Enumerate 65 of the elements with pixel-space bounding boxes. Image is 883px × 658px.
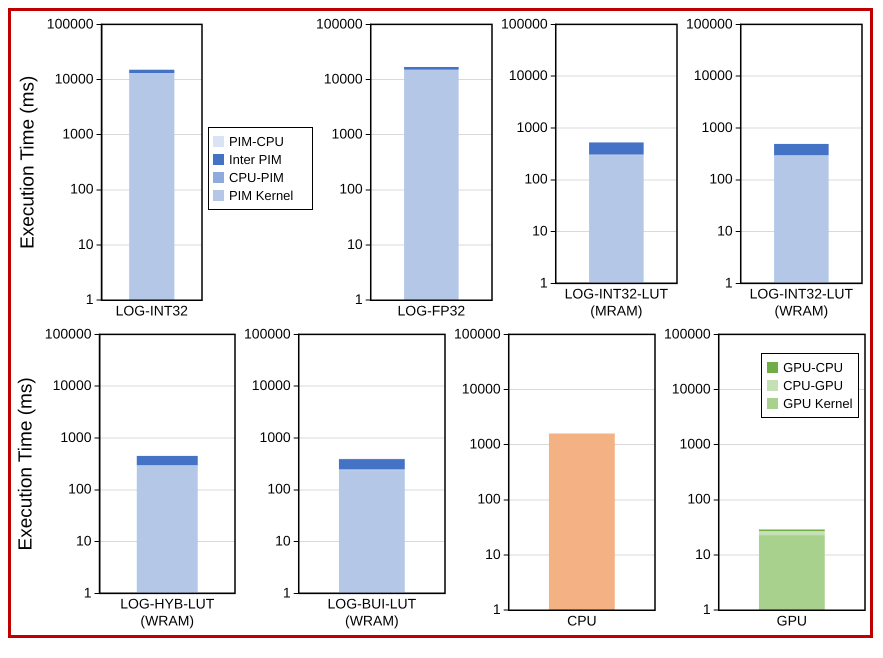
y-tick-label: 100000: [244, 325, 290, 342]
y-tick-label: 10000: [54, 70, 94, 86]
y-tick-label: 1000: [60, 428, 92, 445]
legend-label: GPU Kernel: [783, 396, 852, 411]
y-tick-label: 1000: [516, 118, 548, 135]
y-tick-label: 10: [694, 546, 710, 562]
y-tick-label: 10: [717, 222, 733, 238]
y-tick-label: 10000: [508, 67, 548, 84]
x-tick-label: CPU: [566, 612, 596, 628]
y-tick-label: 1000: [469, 436, 500, 452]
legend-label: CPU-PIM: [229, 170, 284, 184]
x-tick-label: LOG-FP32: [398, 302, 466, 318]
y-axis-title: Execution Time (ms): [15, 377, 36, 550]
y-tick-label: 100000: [664, 325, 710, 342]
y-tick-label: 100000: [454, 325, 500, 342]
y-tick-label: 10000: [324, 70, 363, 86]
y-tick-label: 1: [282, 584, 290, 600]
legend-label: PIM Kernel: [229, 188, 294, 202]
y-tick-label: 100000: [44, 325, 92, 342]
legend-label: PIM-CPU: [229, 134, 284, 148]
y-tick-label: 10: [75, 532, 92, 548]
y-tick-label: 100: [524, 170, 548, 187]
y-tick-label: 1: [540, 274, 548, 290]
y-tick-label: 10: [484, 546, 500, 562]
y-tick-label: 10: [347, 236, 363, 252]
legend-label: GPU-CPU: [783, 360, 844, 375]
x-tick-label: GPU: [776, 612, 807, 628]
y-tick-label: 1: [702, 601, 710, 618]
y-tick-label: 100000: [316, 15, 363, 32]
legend-label: CPU-GPU: [783, 378, 844, 393]
y-tick-label: 1: [354, 291, 363, 308]
y-tick-label: 10: [532, 222, 548, 238]
x-tick-label: LOG-INT32: [116, 302, 188, 318]
y-tick-label: 1000: [679, 436, 710, 452]
y-tick-label: 10000: [694, 67, 733, 84]
y-tick-label: 100000: [46, 15, 94, 32]
y-tick-label: 10: [274, 532, 290, 548]
y-tick-label: 10000: [251, 377, 290, 394]
y-tick-label: 1: [86, 291, 94, 308]
y-tick-label: 10000: [52, 377, 92, 394]
y-tick-label: 1: [83, 584, 92, 600]
y-tick-label: 1000: [332, 126, 363, 142]
x-tick-label: LOG-INT32-LUT (WRAM): [750, 286, 854, 318]
y-tick-label: 100: [339, 180, 363, 197]
y-tick-label: 100000: [686, 15, 733, 32]
x-tick-label: LOG-INT32-LUT (MRAM): [564, 286, 669, 318]
y-tick-label: 10000: [671, 380, 710, 396]
y-axis-title: Execution Time (ms): [18, 76, 39, 249]
y-tick-label: 100: [709, 170, 733, 187]
y-tick-label: 100: [686, 490, 710, 507]
y-tick-label: 1000: [702, 118, 733, 135]
x-tick-label: LOG-BUI-LUT (WRAM): [327, 596, 416, 628]
y-tick-label: 100: [266, 480, 290, 497]
y-tick-label: 100000: [501, 15, 548, 32]
y-tick-label: 1000: [62, 126, 94, 142]
y-tick-label: 10000: [461, 380, 500, 396]
y-tick-label: 1: [492, 601, 500, 618]
y-tick-label: 100: [70, 180, 94, 197]
y-tick-label: 100: [68, 480, 92, 497]
legend-label: Inter PIM: [229, 152, 282, 166]
y-tick-label: 1: [724, 274, 733, 290]
y-tick-label: 100: [476, 490, 500, 507]
x-tick-label: LOG-HYB-LUT (WRAM): [120, 596, 214, 628]
y-tick-label: 10: [78, 236, 94, 252]
y-tick-label: 1000: [259, 428, 290, 445]
